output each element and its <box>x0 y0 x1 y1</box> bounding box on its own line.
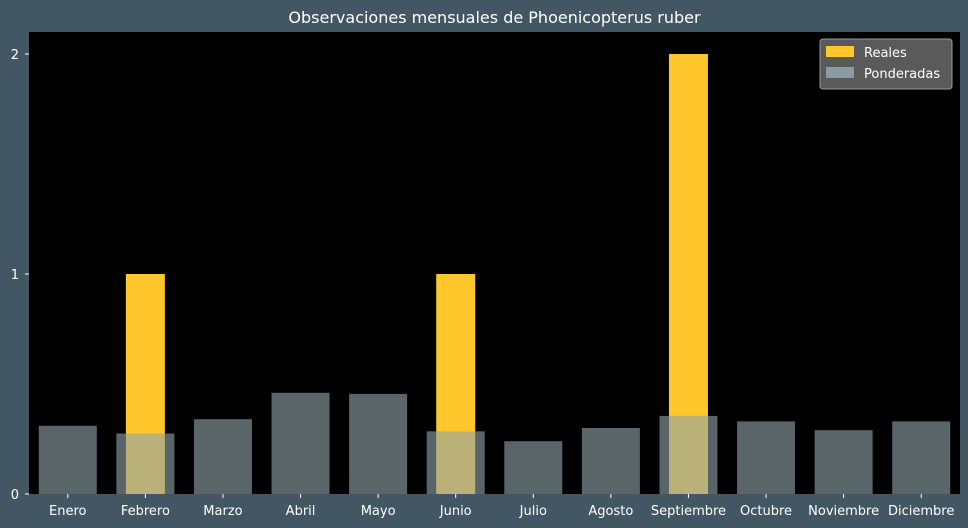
series-ponderadas-bars <box>38 392 951 494</box>
x-tick-label: Octubre <box>740 504 792 519</box>
x-tick-label: Noviembre <box>808 504 879 519</box>
y-axis: 0 1 2 <box>11 48 29 503</box>
chart-title: Observaciones mensuales de Phoenicopteru… <box>288 8 701 27</box>
x-tick-label: Mayo <box>361 504 396 519</box>
y-tick-label: 1 <box>11 268 19 283</box>
x-tick-label: Septiembre <box>651 504 726 519</box>
x-tick-label: Enero <box>49 504 87 519</box>
bar-ponderadas-mayo <box>349 393 408 494</box>
bar-ponderadas-enero <box>38 425 97 494</box>
legend-label-reales: Reales <box>864 46 907 61</box>
bar-ponderadas-septiembre <box>659 415 718 494</box>
x-tick-label: Febrero <box>121 504 170 519</box>
bar-ponderadas-junio <box>426 431 485 494</box>
x-tick-label: Junio <box>439 504 472 519</box>
legend-swatch-reales <box>826 46 854 57</box>
bar-ponderadas-diciembre <box>892 421 951 494</box>
y-tick-label: 0 <box>11 488 19 503</box>
plot-area <box>29 32 960 494</box>
bar-ponderadas-julio <box>504 441 563 494</box>
x-tick-label: Agosto <box>588 504 633 519</box>
bar-ponderadas-abril <box>271 392 330 494</box>
x-tick-label: Marzo <box>203 504 242 519</box>
bar-ponderadas-octubre <box>737 421 796 494</box>
legend: Reales Ponderadas <box>819 38 953 90</box>
x-tick-label: Julio <box>519 504 547 519</box>
bar-ponderadas-marzo <box>193 419 252 494</box>
x-axis: Enero Febrero Marzo Abril Mayo Junio Julio Agos… <box>49 494 954 519</box>
bar-ponderadas-febrero <box>116 433 175 494</box>
x-tick-label: Diciembre <box>888 504 954 519</box>
x-tick-label: Abril <box>286 504 316 519</box>
bar-ponderadas-noviembre <box>814 430 873 494</box>
y-tick-label: 2 <box>11 48 19 63</box>
legend-label-ponderadas: Ponderadas <box>864 67 940 82</box>
legend-swatch-ponderadas <box>826 67 854 78</box>
bar-ponderadas-agosto <box>581 428 640 494</box>
